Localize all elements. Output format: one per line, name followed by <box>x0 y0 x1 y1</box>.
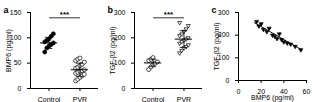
svg-text:TGF-β2 (pg/ml): TGF-β2 (pg/ml) <box>213 23 221 71</box>
svg-text:c: c <box>212 5 217 15</box>
svg-text:40: 40 <box>279 88 288 96</box>
svg-text:BMP6 (pg/ml): BMP6 (pg/ml) <box>5 29 13 72</box>
svg-text:50: 50 <box>14 59 22 66</box>
svg-text:a: a <box>4 5 10 15</box>
svg-text:TGF-β2 (pg/ml): TGF-β2 (pg/ml) <box>109 27 117 75</box>
svg-text:0: 0 <box>122 85 126 92</box>
svg-text:PVR: PVR <box>177 96 191 102</box>
svg-text:0: 0 <box>18 85 22 92</box>
svg-text:PVR: PVR <box>73 96 87 102</box>
svg-text:100: 100 <box>217 54 230 62</box>
svg-text:60: 60 <box>303 88 311 95</box>
svg-text:200: 200 <box>217 31 230 39</box>
svg-text:Control: Control <box>142 96 165 102</box>
svg-text:300: 300 <box>114 9 126 16</box>
svg-text:100: 100 <box>113 59 126 67</box>
svg-text:BMP6 (pg/ml): BMP6 (pg/ml) <box>251 94 294 102</box>
svg-text:100: 100 <box>9 34 22 42</box>
svg-text:150: 150 <box>10 9 22 16</box>
svg-text:300: 300 <box>218 9 230 16</box>
svg-text:20: 20 <box>257 88 266 96</box>
svg-text:***: *** <box>164 10 174 19</box>
svg-text:Control: Control <box>38 96 61 102</box>
svg-text:200: 200 <box>113 34 126 42</box>
svg-text:b: b <box>108 5 114 15</box>
svg-text:***: *** <box>60 10 70 19</box>
svg-text:0: 0 <box>237 88 241 95</box>
svg-text:0: 0 <box>226 77 230 84</box>
